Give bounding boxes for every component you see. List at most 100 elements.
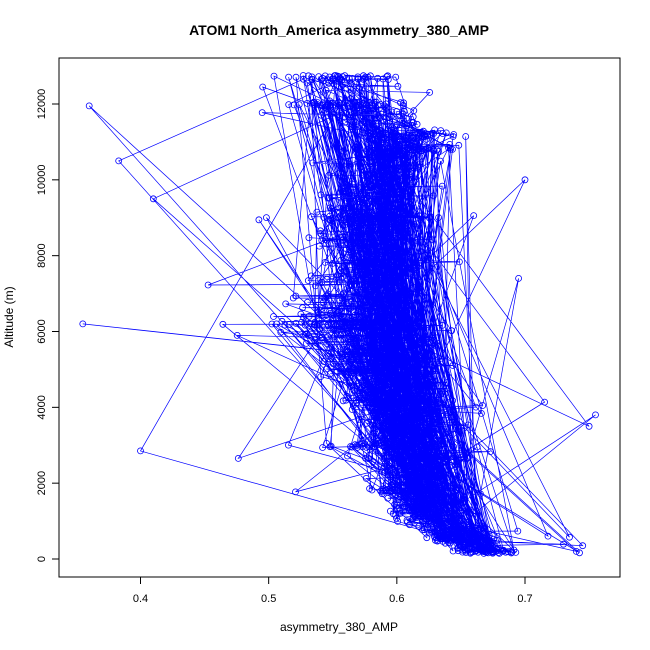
data-point <box>401 410 409 417</box>
data-point <box>352 145 360 153</box>
data-point <box>347 315 355 323</box>
data-point <box>367 232 375 240</box>
data-point <box>378 486 386 493</box>
data-point <box>432 465 440 473</box>
data-point <box>297 310 305 318</box>
data-point <box>375 411 383 419</box>
data-point <box>353 144 361 152</box>
data-point <box>262 214 270 222</box>
x-axis-label: asymmetry_380_AMP <box>280 620 398 634</box>
data-point <box>406 337 414 345</box>
data-point <box>414 487 422 495</box>
data-point <box>322 292 330 300</box>
data-point <box>362 454 370 462</box>
x-tick-label: 0.4 <box>133 593 148 605</box>
data-point <box>330 326 337 334</box>
data-point <box>381 468 388 476</box>
data-point <box>340 272 347 280</box>
data-point <box>321 236 329 244</box>
data-point <box>401 322 409 330</box>
data-point <box>326 73 333 81</box>
data-point <box>233 331 241 339</box>
data-point <box>404 214 412 222</box>
data-point <box>406 363 414 371</box>
data-point <box>324 194 332 201</box>
data-point <box>419 466 426 474</box>
data-point <box>355 84 363 92</box>
data-point <box>366 129 374 137</box>
data-point <box>368 421 376 429</box>
data-point <box>493 536 501 544</box>
data-point <box>365 99 373 106</box>
data-point <box>442 129 450 137</box>
data-point <box>389 346 397 354</box>
data-point <box>397 354 405 362</box>
data-point <box>401 212 409 220</box>
data-point <box>393 281 401 289</box>
data-point <box>404 492 412 500</box>
data-point <box>389 356 397 363</box>
data-point <box>299 75 307 83</box>
data-point <box>304 277 312 285</box>
data-point <box>355 98 363 106</box>
y-tick-label: 2000 <box>36 471 48 495</box>
data-point <box>437 404 445 412</box>
data-point <box>413 418 421 426</box>
data-point <box>401 136 409 144</box>
data-point <box>382 384 390 392</box>
data-point <box>339 73 347 80</box>
data-point <box>341 221 349 229</box>
data-point <box>362 285 370 293</box>
data-point <box>350 214 358 222</box>
data-point <box>419 435 427 443</box>
data-point <box>422 145 430 153</box>
data-point <box>394 518 402 525</box>
data-point <box>373 207 381 215</box>
data-point <box>393 320 401 328</box>
data-point <box>393 390 401 398</box>
data-point <box>403 289 411 297</box>
data-point <box>371 278 379 285</box>
data-point <box>406 505 414 513</box>
data-point <box>374 312 382 319</box>
data-point <box>351 337 359 345</box>
data-point <box>387 252 395 260</box>
data-point <box>350 387 358 395</box>
chart-title: ATOM1 North_America asymmetry_380_AMP <box>189 22 489 38</box>
data-point <box>407 391 415 399</box>
data-point <box>469 529 476 537</box>
data-point <box>477 409 485 417</box>
data-point <box>472 403 480 411</box>
data-point <box>359 396 367 404</box>
data-point <box>394 472 402 480</box>
data-point <box>462 133 470 140</box>
data-point <box>407 492 415 500</box>
data-point <box>449 362 457 369</box>
data-point <box>372 317 380 325</box>
data-point <box>446 419 454 426</box>
data-point <box>433 146 441 154</box>
data-point <box>378 151 386 159</box>
data-point <box>383 161 391 169</box>
data-point <box>369 342 377 350</box>
data-point <box>341 98 349 106</box>
data-point <box>348 125 356 133</box>
data-point <box>282 300 290 308</box>
data-point <box>331 237 339 245</box>
data-point <box>387 154 395 162</box>
data-point <box>423 523 431 531</box>
data-point <box>415 132 423 140</box>
data-point <box>403 134 411 141</box>
x-tick-label: 0.5 <box>261 593 276 605</box>
y-axis: 0 2000 4000 6000 8000 10000 12000 <box>36 89 60 562</box>
data-point <box>460 424 468 432</box>
data-point <box>400 318 408 326</box>
data-point <box>411 341 419 349</box>
data-point <box>413 145 421 153</box>
data-point <box>438 321 446 329</box>
data-point <box>414 346 422 354</box>
data-point <box>345 251 353 259</box>
data-point <box>344 322 352 330</box>
data-point <box>370 399 378 407</box>
data-point <box>349 372 357 380</box>
